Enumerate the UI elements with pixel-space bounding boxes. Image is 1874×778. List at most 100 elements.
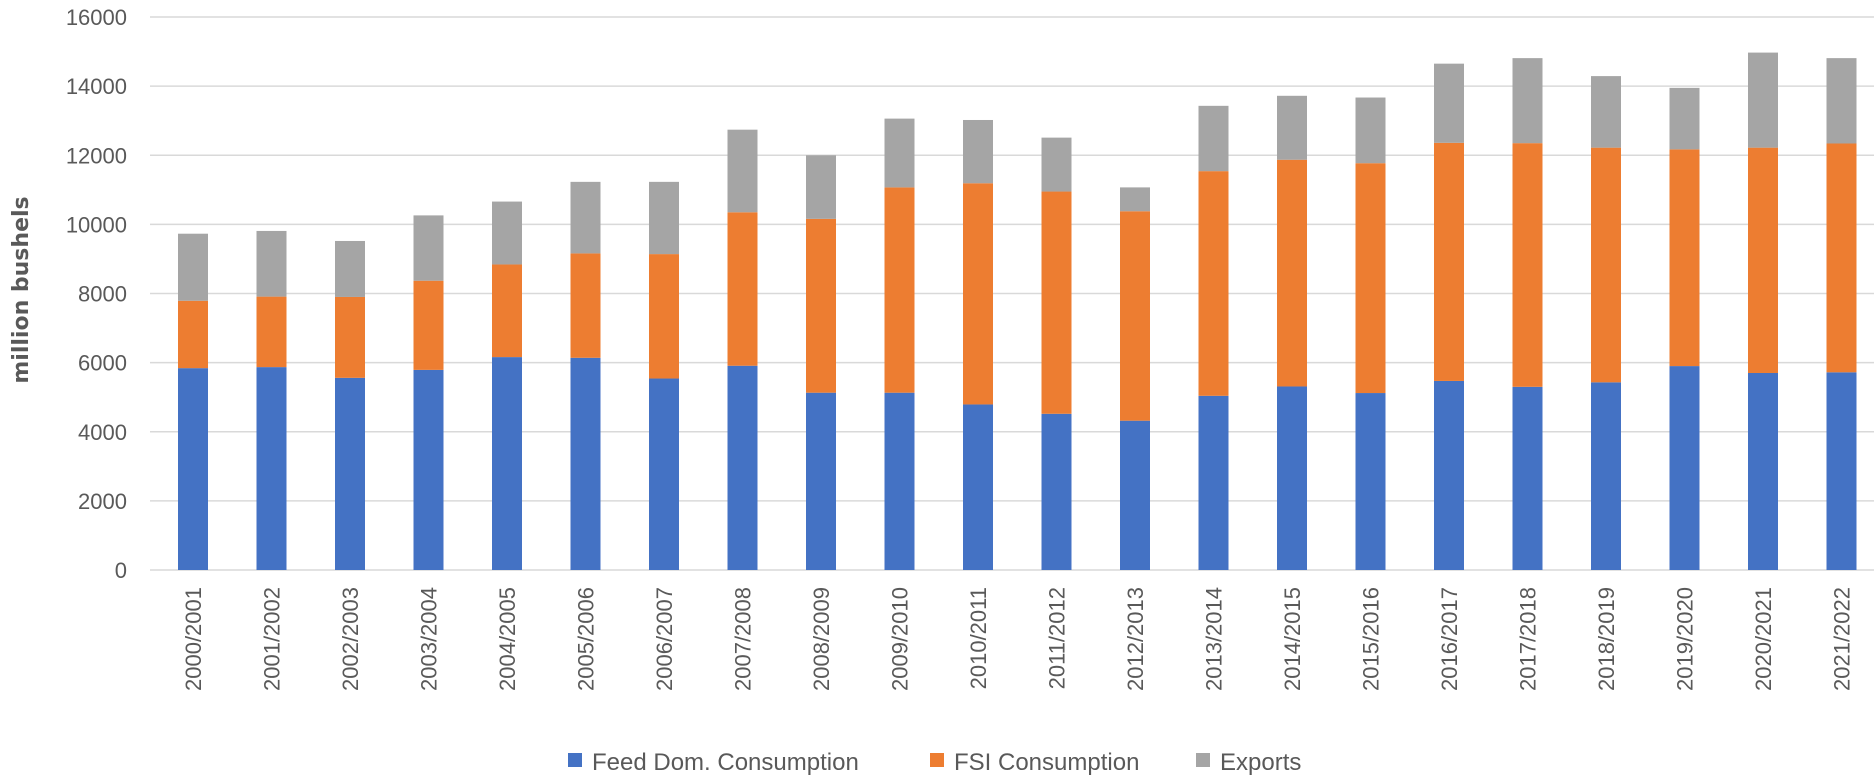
bar-segment-fsi <box>1434 142 1464 381</box>
bar-segment-feed <box>963 404 993 570</box>
bar-segment-fsi <box>649 254 679 379</box>
bar-segment-feed <box>884 392 915 570</box>
y-tick-label: 6000 <box>78 351 127 376</box>
bar-segment-feed <box>413 369 444 570</box>
bar-segment-exports <box>1120 187 1150 212</box>
bar-segment-exports <box>1826 58 1857 144</box>
bar-segment-exports <box>727 129 758 213</box>
bar-segment-exports <box>1277 95 1307 160</box>
x-tick-label: 2014/2015 <box>1280 587 1305 691</box>
bar-segment-exports <box>963 119 993 184</box>
y-tick-label: 12000 <box>66 143 127 168</box>
bar-segment-exports <box>1591 76 1621 148</box>
x-tick-label: 2004/2005 <box>495 587 520 691</box>
bar-segment-fsi <box>1826 143 1857 373</box>
x-tick-label: 2005/2006 <box>574 587 599 691</box>
y-axis-ticks: 0 2000 4000 6000 8000 10000 12000 14000 16000 <box>66 5 127 583</box>
bar-segment-feed <box>1041 413 1072 570</box>
bar-segment-exports <box>1434 63 1464 143</box>
bar-segment-fsi <box>1120 211 1150 421</box>
bar-segment-feed <box>1669 366 1700 570</box>
bar-segment-feed <box>1826 372 1857 570</box>
x-tick-label: 2006/2007 <box>652 587 677 691</box>
bar-segment-exports <box>335 240 365 297</box>
bar-segment-fsi <box>1748 147 1778 373</box>
bar-segment-feed <box>178 368 208 570</box>
x-tick-label: 2003/2004 <box>417 587 442 691</box>
bar-segment-fsi <box>178 300 208 369</box>
bar-segment-feed <box>1355 393 1386 570</box>
x-tick-label: 2019/2020 <box>1673 587 1698 691</box>
x-tick-label: 2018/2019 <box>1594 587 1619 691</box>
bar-segment-exports <box>413 215 444 281</box>
bar-segment-exports <box>1355 97 1386 164</box>
bar-segment-feed <box>1120 420 1150 570</box>
bar-segment-fsi <box>1669 149 1700 367</box>
x-tick-label: 2010/2011 <box>966 587 991 689</box>
bar-segment-fsi <box>492 264 522 358</box>
legend: Feed Dom. Consumption FSI Consumption Expo… <box>568 749 1301 776</box>
bar-segment-fsi <box>727 212 758 366</box>
x-tick-label: 2020/2021 <box>1751 587 1776 691</box>
legend-label: Exports <box>1220 749 1301 776</box>
bar-segment-feed <box>335 377 365 570</box>
legend-swatch <box>930 753 944 767</box>
bar-segment-feed <box>256 367 287 570</box>
bar-segment-fsi <box>1277 159 1307 387</box>
y-axis-label: million bushels <box>9 196 34 383</box>
y-tick-label: 10000 <box>66 212 127 237</box>
bar-segment-exports <box>492 201 522 265</box>
bar-segment-feed <box>1748 372 1778 570</box>
x-tick-label: 2008/2009 <box>809 587 834 691</box>
bar-segment-fsi <box>1512 143 1543 387</box>
bar-segment-feed <box>806 392 836 570</box>
y-tick-label: 16000 <box>66 5 127 30</box>
bar-segment-fsi <box>963 183 993 405</box>
bar-segment-feed <box>1198 395 1229 570</box>
x-tick-label: 2017/2018 <box>1516 587 1541 691</box>
bar-segment-feed <box>492 357 522 570</box>
x-tick-label: 2002/2003 <box>338 587 363 691</box>
x-tick-label: 2016/2017 <box>1437 587 1462 691</box>
x-tick-label: 2013/2014 <box>1202 587 1227 691</box>
y-tick-label: 2000 <box>78 489 127 514</box>
bar-segment-fsi <box>413 280 444 370</box>
bar-segment-exports <box>1198 105 1229 172</box>
legend-label: FSI Consumption <box>954 749 1139 776</box>
bar-segment-exports <box>256 230 287 297</box>
bar-segment-feed <box>570 357 601 570</box>
x-tick-label: 2009/2010 <box>888 587 913 691</box>
bar-segment-fsi <box>570 253 601 358</box>
legend-swatch <box>1196 753 1210 767</box>
bar-segment-exports <box>1512 58 1543 144</box>
bar-segment-exports <box>649 181 679 255</box>
bar-segment-fsi <box>1041 191 1072 414</box>
bar-segment-exports <box>806 155 836 219</box>
bar-segment-fsi <box>1198 171 1229 396</box>
y-tick-label: 14000 <box>66 74 127 99</box>
bar-segment-feed <box>649 378 679 570</box>
x-tick-label: 2007/2008 <box>731 587 756 691</box>
x-tick-label: 2012/2013 <box>1123 587 1148 691</box>
x-tick-label: 2015/2016 <box>1359 587 1384 691</box>
bar-segment-exports <box>1748 52 1778 148</box>
bar-segment-feed <box>1277 386 1307 570</box>
x-tick-label: 2021/2022 <box>1830 587 1855 691</box>
bar-segment-feed <box>727 365 758 570</box>
x-tick-label: 2000/2001 <box>181 587 206 691</box>
legend-swatch <box>568 753 582 767</box>
bar-segment-exports <box>570 181 601 254</box>
y-tick-label: 8000 <box>78 282 127 307</box>
legend-label: Feed Dom. Consumption <box>592 749 859 776</box>
y-tick-label: 0 <box>115 558 127 583</box>
bar-segment-fsi <box>1355 163 1386 394</box>
bar-segment-fsi <box>335 296 365 378</box>
bar-segment-fsi <box>256 296 287 368</box>
x-tick-label: 2001/2002 <box>260 587 285 691</box>
bar-segment-fsi <box>806 218 836 393</box>
x-tick-label: 2011/2012 <box>1045 587 1070 689</box>
bar-segment-fsi <box>884 187 915 393</box>
bar-segment-feed <box>1434 380 1464 570</box>
x-axis-ticks: 2000/2001 2001/2002 2002/2003 2003/2004 2004… <box>181 587 1855 691</box>
